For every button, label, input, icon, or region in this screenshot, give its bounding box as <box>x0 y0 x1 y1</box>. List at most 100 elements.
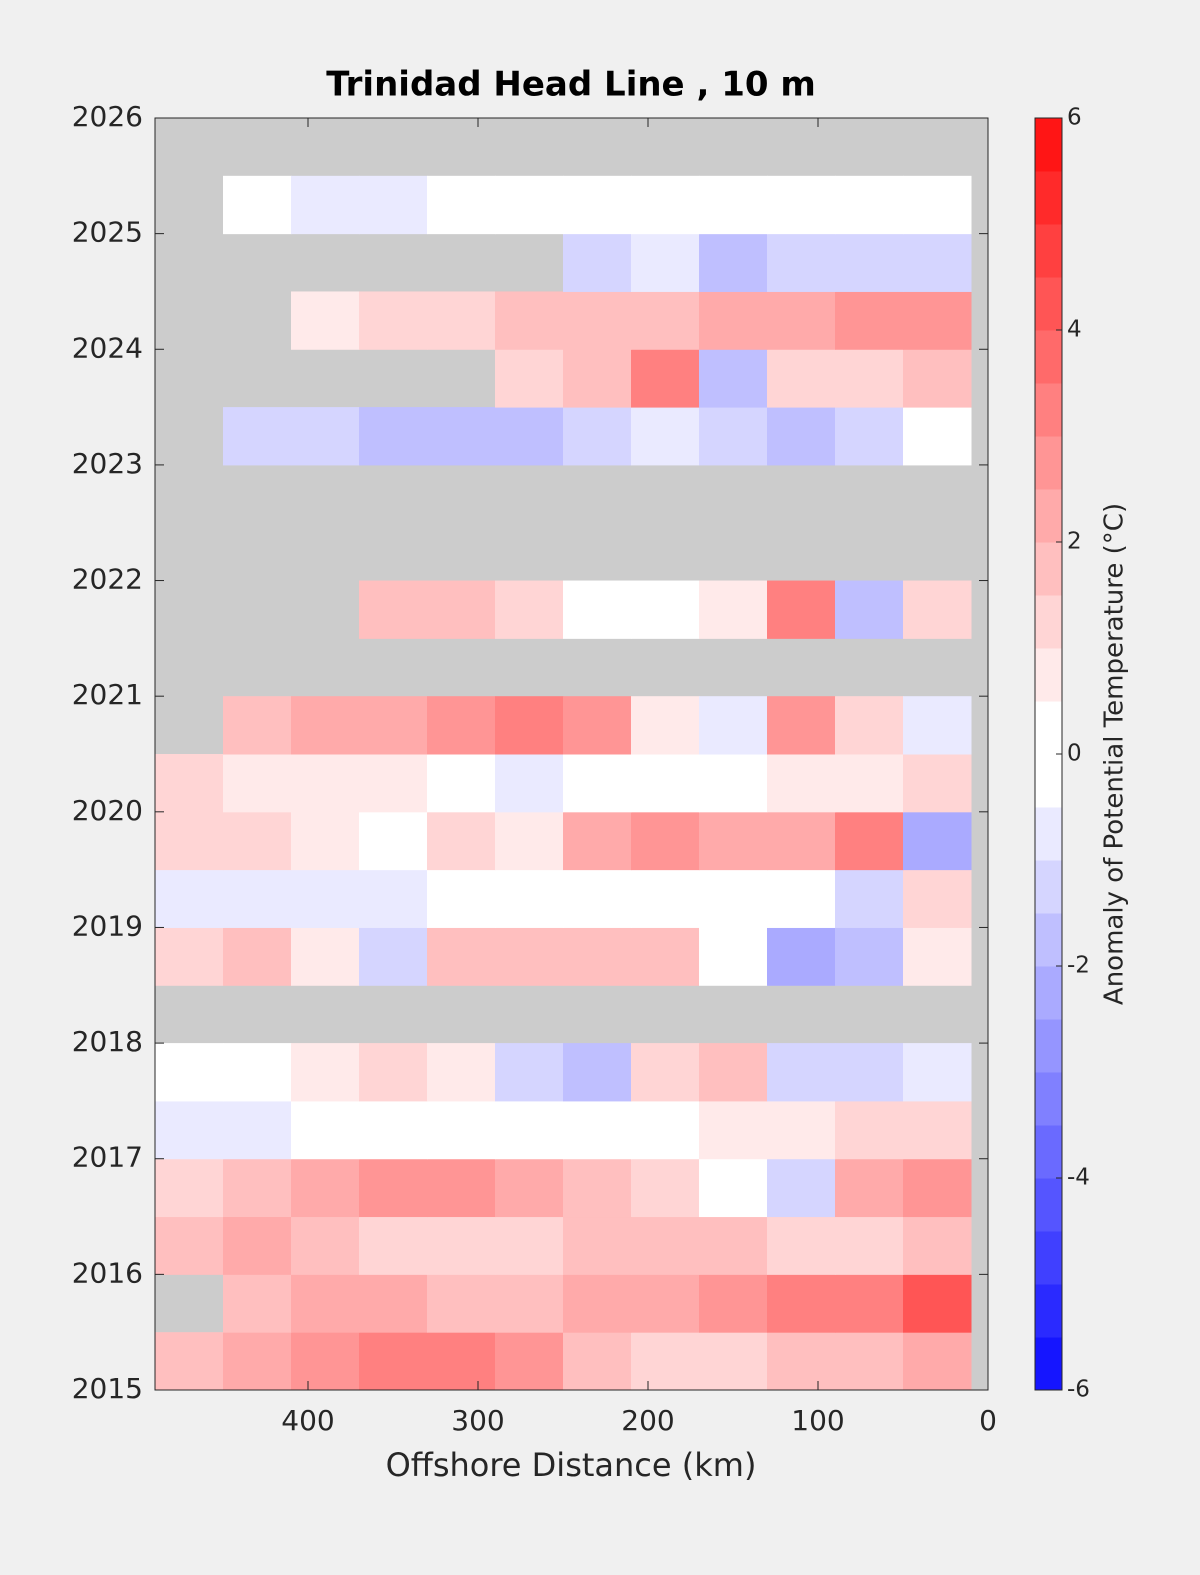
heatmap-cell <box>359 291 428 350</box>
heatmap-cell <box>427 580 496 639</box>
colorbar-level <box>1035 913 1062 967</box>
heatmap-cell <box>291 1274 360 1333</box>
heatmap-cell <box>903 580 972 639</box>
x-tick-label: 400 <box>281 1404 334 1437</box>
heatmap-cell <box>427 1332 496 1391</box>
y-tick-label: 2021 <box>72 678 143 711</box>
x-tick-label: 300 <box>451 1404 504 1437</box>
colorbar-level <box>1035 542 1062 596</box>
heatmap-cell <box>291 1158 360 1218</box>
heatmap-cell <box>291 869 360 928</box>
heatmap-cell <box>835 1100 904 1160</box>
heatmap-cell <box>291 1332 360 1391</box>
heatmap-cell <box>155 754 224 813</box>
heatmap-cell <box>767 1158 836 1218</box>
heatmap-cell <box>699 1100 768 1160</box>
heatmap-cell <box>699 1158 768 1218</box>
heatmap-cell <box>631 811 700 871</box>
heatmap-cell <box>359 1216 428 1275</box>
heatmap-cell <box>903 927 972 986</box>
heatmap-cell <box>495 1043 564 1102</box>
heatmap-cell <box>495 407 564 466</box>
heatmap-cell <box>359 1332 428 1391</box>
heatmap-cell <box>359 869 428 928</box>
heatmap-cell <box>427 175 496 235</box>
colorbar-tick-label: 2 <box>1067 529 1082 555</box>
heatmap-cell <box>631 754 700 813</box>
heatmap-cell <box>767 1274 836 1333</box>
heatmap-cell <box>903 1158 972 1218</box>
heatmap-cell <box>631 1274 700 1333</box>
heatmap-cell <box>223 869 292 928</box>
colorbar-tick-label: 4 <box>1067 317 1082 343</box>
heatmap-cell <box>767 869 836 928</box>
heatmap-cell <box>359 811 428 871</box>
heatmap-cell <box>359 696 428 755</box>
heatmap-cell <box>903 869 972 928</box>
colorbar-tick-label: 0 <box>1067 741 1082 767</box>
heatmap-cell <box>631 927 700 986</box>
heatmap-cell <box>563 1158 632 1218</box>
heatmap-cell <box>631 1216 700 1275</box>
heatmap-cell <box>223 175 292 235</box>
heatmap-cell <box>903 1274 972 1333</box>
heatmap-cell <box>427 811 496 871</box>
heatmap-cell <box>291 407 360 466</box>
heatmap-cell <box>767 407 836 466</box>
heatmap-cell <box>495 580 564 639</box>
heatmap-cell <box>427 1216 496 1275</box>
heatmap-cell <box>699 291 768 350</box>
heatmap-cell <box>495 1158 564 1218</box>
heatmap-cell <box>767 696 836 755</box>
heatmap-cell <box>903 349 972 408</box>
heatmap-cell <box>903 754 972 813</box>
heatmap-cell <box>835 291 904 350</box>
heatmap-cell <box>563 1100 632 1160</box>
chart-title: Trinidad Head Line , 10 m <box>326 65 816 105</box>
heatmap-cell <box>495 1274 564 1333</box>
heatmap-cell <box>631 1043 700 1102</box>
heatmap-cell <box>427 1100 496 1160</box>
colorbar-level <box>1035 860 1062 914</box>
y-tick-label: 2026 <box>72 100 143 133</box>
colorbar-level <box>1035 1125 1062 1179</box>
colorbar-level <box>1035 330 1062 384</box>
heatmap-cell <box>359 175 428 235</box>
heatmap-cell <box>427 407 496 466</box>
heatmap-cell <box>835 696 904 755</box>
heatmap-cell <box>223 1043 292 1102</box>
heatmap-cell <box>291 754 360 813</box>
colorbar-level <box>1035 436 1062 490</box>
colorbar-level <box>1035 595 1062 649</box>
heatmap-cell <box>563 869 632 928</box>
heatmap-cell <box>767 233 836 292</box>
heatmap-cell <box>699 349 768 408</box>
colorbar-level <box>1035 648 1062 702</box>
heatmap-cell <box>563 407 632 466</box>
heatmap-cell <box>495 349 564 408</box>
heatmap-cell <box>223 811 292 871</box>
heatmap-cell <box>767 291 836 350</box>
heatmap-cell <box>359 754 428 813</box>
heatmap-cell <box>699 233 768 292</box>
heatmap-cell <box>495 291 564 350</box>
heatmap-cell <box>427 291 496 350</box>
heatmap-cell <box>903 233 972 292</box>
heatmap-cell <box>155 1332 224 1391</box>
heatmap-cell <box>155 1158 224 1218</box>
heatmap-cell <box>835 1274 904 1333</box>
y-tick-label: 2022 <box>72 563 143 596</box>
colorbar-label: Anomaly of Potential Temperature (°C) <box>1100 503 1130 1005</box>
heatmap-cell <box>563 1274 632 1333</box>
plot-frame <box>154 117 989 1391</box>
heatmap-cell <box>835 811 904 871</box>
colorbar-level <box>1035 383 1062 437</box>
heatmap-cell <box>563 291 632 350</box>
heatmap-cell <box>359 927 428 986</box>
heatmap-cell <box>563 927 632 986</box>
heatmap-cell <box>291 291 360 350</box>
heatmap-cell <box>767 811 836 871</box>
colorbar-level <box>1035 1072 1062 1126</box>
heatmap-cell <box>631 291 700 350</box>
heatmap-cell <box>835 1158 904 1218</box>
